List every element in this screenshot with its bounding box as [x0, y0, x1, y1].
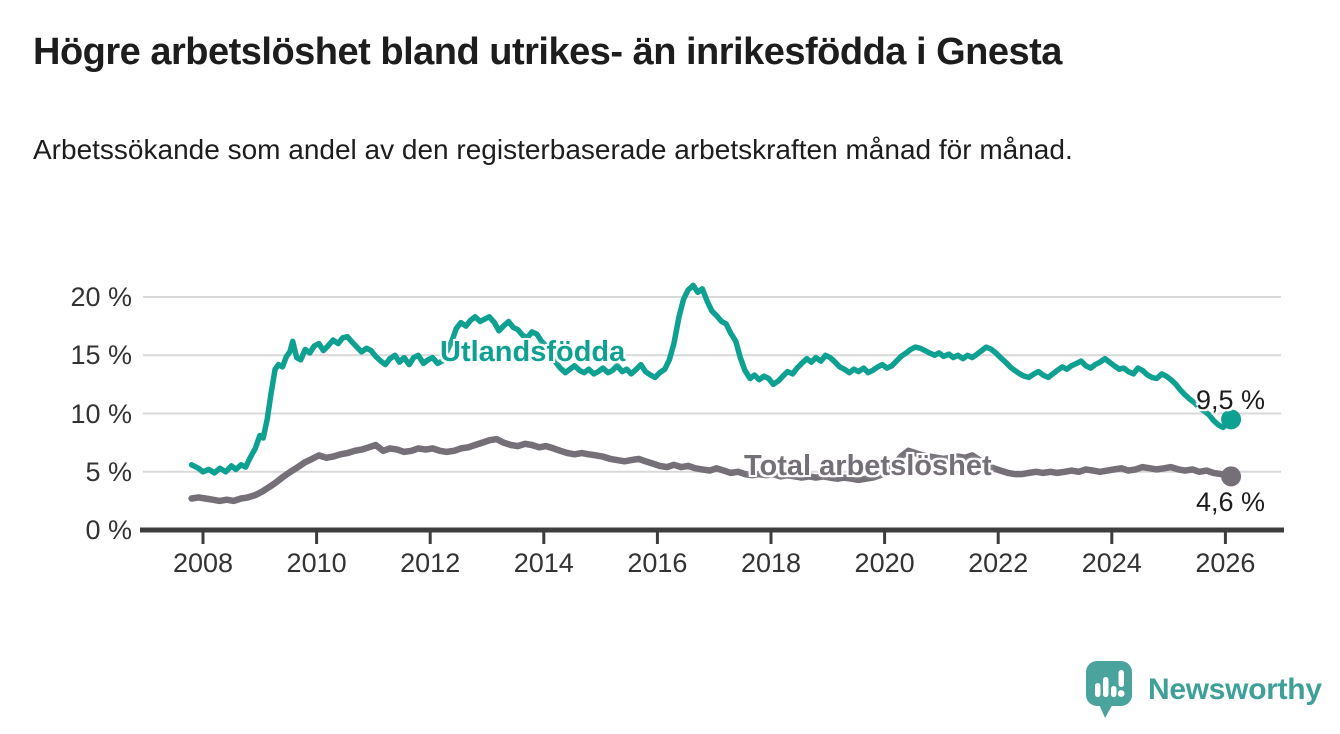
series-label-total-arbetsloshet: Total arbetslöshet: [744, 450, 992, 482]
x-axis-label: 2010: [286, 548, 347, 578]
series-end-dot-1: [1221, 466, 1242, 487]
series-line-1: [188, 435, 1235, 505]
x-axis-label: 2012: [400, 548, 461, 578]
series-label-utlandsfodda: Utlandsfödda: [440, 336, 626, 368]
end-value-label-utlandsfodda: 9,5 %: [1196, 385, 1266, 415]
x-axis-label: 2008: [172, 548, 234, 578]
x-axis-label: 2026: [1195, 548, 1256, 578]
x-axis-label: 2024: [1081, 548, 1142, 578]
series-end-dot-0: [1221, 409, 1242, 430]
newsworthy-logo: Newsworthy: [1085, 660, 1322, 720]
x-axis-label: 2020: [854, 548, 915, 578]
y-axis-label: 15 %: [70, 340, 132, 371]
chart-title: Högre arbetslöshet bland utrikes- än inr…: [33, 31, 1062, 73]
x-axis-label: 2016: [627, 548, 688, 578]
x-axis-label: 2022: [968, 548, 1029, 578]
chart-subtitle: Arbetssökande som andel av den registerb…: [33, 134, 1073, 165]
x-axis-label: 2014: [513, 548, 574, 578]
series-line-0: [188, 282, 1234, 476]
y-axis-label: 5 %: [85, 456, 132, 487]
end-value-label-total: 4,6 %: [1196, 487, 1266, 517]
y-axis-label: 10 %: [70, 398, 132, 429]
newsworthy-logo-icon: [1086, 661, 1132, 718]
y-axis-label: 0 %: [85, 515, 132, 545]
x-axis-label: 2018: [740, 548, 802, 578]
y-axis-label: 20 %: [70, 282, 132, 312]
newsworthy-wordmark: Newsworthy: [1148, 673, 1322, 706]
